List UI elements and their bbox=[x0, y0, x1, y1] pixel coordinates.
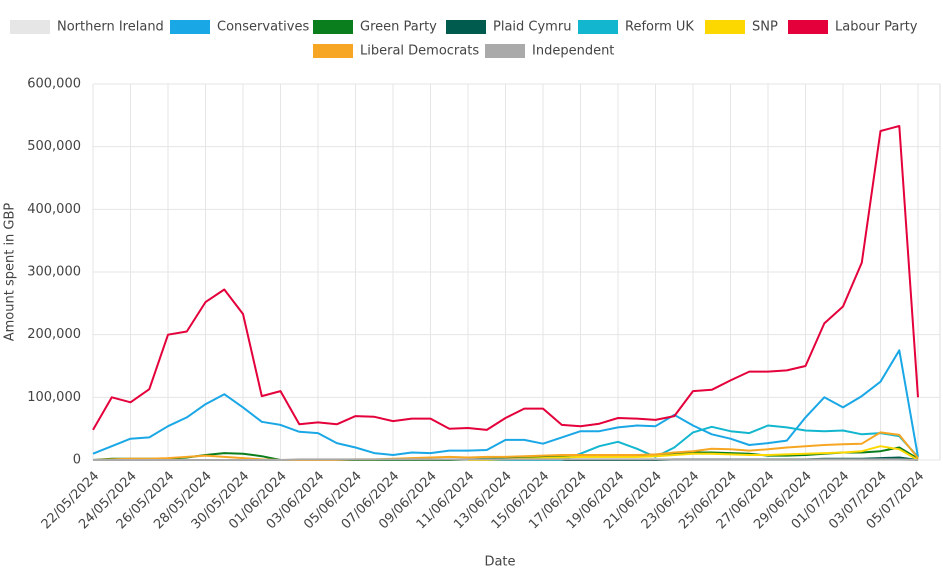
x-axis-label: Date bbox=[484, 555, 515, 570]
y-tick-label: 500,000 bbox=[27, 139, 81, 154]
series-line bbox=[93, 458, 919, 461]
y-tick-label: 300,000 bbox=[27, 265, 81, 280]
legend-swatch bbox=[788, 20, 828, 34]
series-line bbox=[92, 431, 919, 461]
legend-label: Green Party bbox=[360, 20, 437, 35]
legend-label: Independent bbox=[532, 44, 614, 59]
legend-swatch bbox=[10, 20, 50, 34]
legend-label: Plaid Cymru bbox=[493, 20, 571, 35]
legend-swatch bbox=[705, 20, 745, 34]
y-axis-label: Amount spent in GBP bbox=[3, 203, 18, 342]
legend-label: Conservatives bbox=[217, 20, 309, 35]
y-tick-label: 200,000 bbox=[27, 327, 81, 342]
series-line bbox=[92, 125, 919, 431]
legend-swatch bbox=[313, 44, 353, 58]
legend-label: Northern Ireland bbox=[57, 20, 164, 35]
legend-label: Liberal Democrats bbox=[360, 44, 479, 59]
legend-label: SNP bbox=[752, 20, 778, 35]
y-tick-label: 0 bbox=[73, 453, 81, 468]
y-tick-label: 600,000 bbox=[27, 77, 81, 92]
legend-swatch bbox=[170, 20, 210, 34]
legend-swatch bbox=[313, 20, 353, 34]
legend-swatch bbox=[446, 20, 486, 34]
legend-label: Reform UK bbox=[625, 20, 694, 35]
legend-swatch bbox=[485, 44, 525, 58]
series-line bbox=[92, 349, 919, 458]
legend-label: Labour Party bbox=[835, 20, 918, 35]
series-line bbox=[468, 445, 919, 461]
legend-swatch bbox=[578, 20, 618, 34]
y-tick-label: 100,000 bbox=[27, 390, 81, 405]
y-tick-label: 400,000 bbox=[27, 202, 81, 217]
